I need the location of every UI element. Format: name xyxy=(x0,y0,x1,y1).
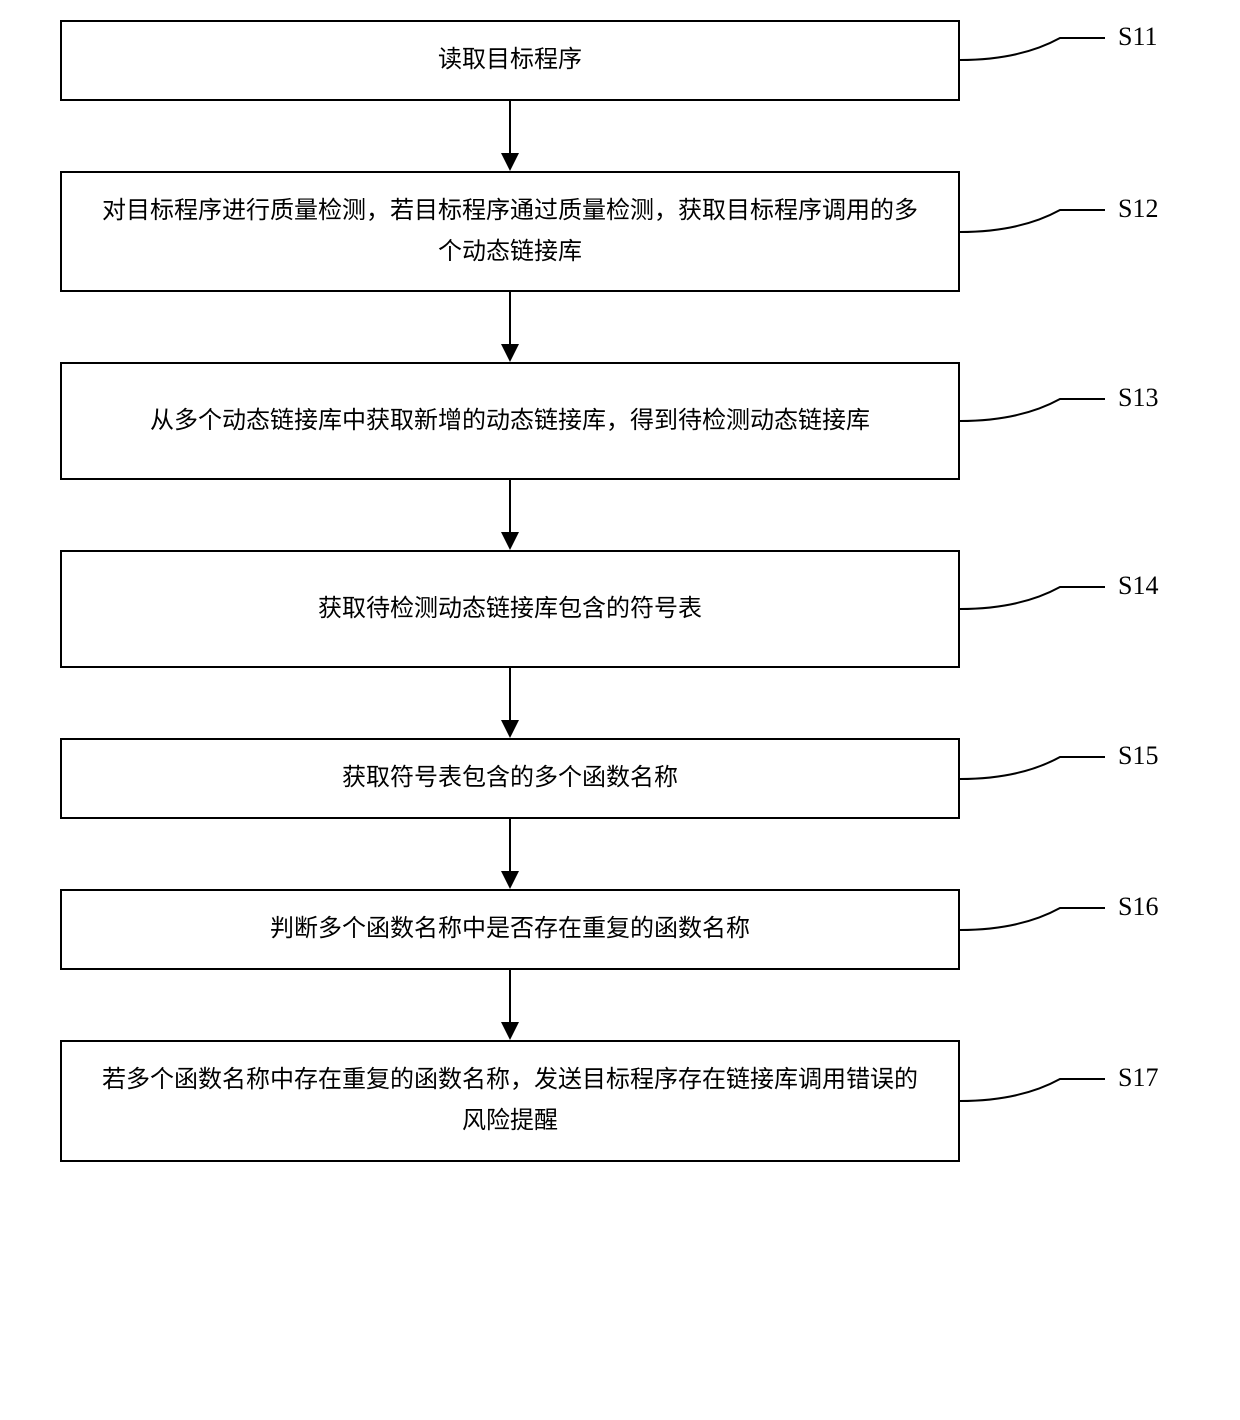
flow-step-s14: 获取待检测动态链接库包含的符号表 S14 xyxy=(60,550,1180,668)
flow-arrow xyxy=(60,970,960,1040)
flow-step-s13: 从多个动态链接库中获取新增的动态链接库，得到待检测动态链接库 S13 xyxy=(60,362,1180,480)
arrow-line xyxy=(509,819,511,871)
arrow-head-icon xyxy=(501,344,519,362)
flow-box: 获取待检测动态链接库包含的符号表 xyxy=(60,550,960,668)
flow-step-s15: 获取符号表包含的多个函数名称 S15 xyxy=(60,738,1180,819)
step-label: S16 xyxy=(1118,892,1158,922)
flow-box: 若多个函数名称中存在重复的函数名称，发送目标程序存在链接库调用错误的风险提醒 xyxy=(60,1040,960,1162)
arrow-line xyxy=(509,668,511,720)
flow-step-s12: 对目标程序进行质量检测，若目标程序通过质量检测，获取目标程序调用的多个动态链接库… xyxy=(60,171,1180,293)
arrow-line xyxy=(509,101,511,153)
flow-arrow xyxy=(60,668,960,738)
step-label: S14 xyxy=(1118,571,1158,601)
flow-arrow xyxy=(60,480,960,550)
arrow-head-icon xyxy=(501,871,519,889)
flow-arrow xyxy=(60,292,960,362)
arrow-head-icon xyxy=(501,720,519,738)
step-label: S15 xyxy=(1118,741,1158,771)
flow-box: 对目标程序进行质量检测，若目标程序通过质量检测，获取目标程序调用的多个动态链接库 xyxy=(60,171,960,293)
step-label: S17 xyxy=(1118,1063,1158,1093)
step-label: S12 xyxy=(1118,194,1158,224)
step-label: S11 xyxy=(1118,22,1158,52)
flow-box: 从多个动态链接库中获取新增的动态链接库，得到待检测动态链接库 xyxy=(60,362,960,480)
arrow-line xyxy=(509,970,511,1022)
arrow-head-icon xyxy=(501,1022,519,1040)
flow-step-s16: 判断多个函数名称中是否存在重复的函数名称 S16 xyxy=(60,889,1180,970)
flow-box: 判断多个函数名称中是否存在重复的函数名称 xyxy=(60,889,960,970)
flow-box: 读取目标程序 xyxy=(60,20,960,101)
arrow-head-icon xyxy=(501,153,519,171)
flow-box: 获取符号表包含的多个函数名称 xyxy=(60,738,960,819)
flow-arrow xyxy=(60,819,960,889)
arrow-line xyxy=(509,292,511,344)
flowchart-container: 读取目标程序 S11 对目标程序进行质量检测，若目标程序通过质量检测，获取目标程序调… xyxy=(60,20,1180,1162)
step-label: S13 xyxy=(1118,383,1158,413)
flow-step-s17: 若多个函数名称中存在重复的函数名称，发送目标程序存在链接库调用错误的风险提醒 S1… xyxy=(60,1040,1180,1162)
arrow-head-icon xyxy=(501,532,519,550)
flow-step-s11: 读取目标程序 S11 xyxy=(60,20,1180,101)
arrow-line xyxy=(509,480,511,532)
flow-arrow xyxy=(60,101,960,171)
